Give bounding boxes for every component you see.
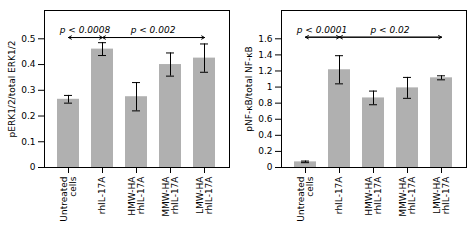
svg-text:1.6: 1.6 [258, 34, 273, 44]
svg-text:HMW-HArhIL-17A: HMW-HArhIL-17A [364, 176, 383, 216]
svg-text:0.4: 0.4 [258, 130, 273, 140]
svg-text:rhIL-17A: rhIL-17A [97, 176, 107, 214]
svg-text:HMW-HArhIL-17A: HMW-HArhIL-17A [127, 176, 146, 216]
svg-text:Untreatedcells: Untreatedcells [296, 176, 315, 221]
svg-text:1: 1 [267, 82, 273, 92]
svg-text:0.1: 0.1 [21, 137, 35, 147]
svg-text:0.2: 0.2 [21, 111, 35, 121]
svg-text:1.4: 1.4 [258, 50, 273, 60]
svg-text:MMW-HArhIL-17A: MMW-HArhIL-17A [398, 176, 417, 217]
svg-text:p < 0.0008: p < 0.0008 [59, 25, 111, 35]
svg-text:MMW-HArhIL-17A: MMW-HArhIL-17A [161, 176, 180, 217]
svg-text:0.8: 0.8 [258, 98, 273, 108]
svg-text:LMW-HArhIL-17A: LMW-HArhIL-17A [432, 176, 451, 214]
svg-text:Untreatedcells: Untreatedcells [59, 176, 78, 221]
svg-text:0: 0 [30, 162, 36, 172]
svg-text:0: 0 [267, 162, 273, 172]
svg-text:0.4: 0.4 [21, 59, 36, 69]
svg-text:p < 0.0001: p < 0.0001 [296, 25, 347, 35]
svg-text:pNF-κB/total NF-κB: pNF-κB/total NF-κB [244, 46, 254, 131]
svg-text:rhIL-17A: rhIL-17A [334, 176, 344, 214]
svg-text:p < 0.002: p < 0.002 [130, 25, 176, 35]
svg-text:p < 0.02: p < 0.02 [369, 25, 409, 35]
svg-text:0.3: 0.3 [21, 85, 35, 95]
svg-text:LMW-HArhIL-17A: LMW-HArhIL-17A [195, 176, 214, 214]
svg-text:0.6: 0.6 [258, 114, 273, 124]
svg-text:pERK1/2/total ERK1/2: pERK1/2/total ERK1/2 [7, 41, 17, 138]
svg-text:0.5: 0.5 [21, 34, 35, 44]
svg-text:0.2: 0.2 [258, 146, 272, 156]
svg-text:1.2: 1.2 [258, 66, 272, 76]
